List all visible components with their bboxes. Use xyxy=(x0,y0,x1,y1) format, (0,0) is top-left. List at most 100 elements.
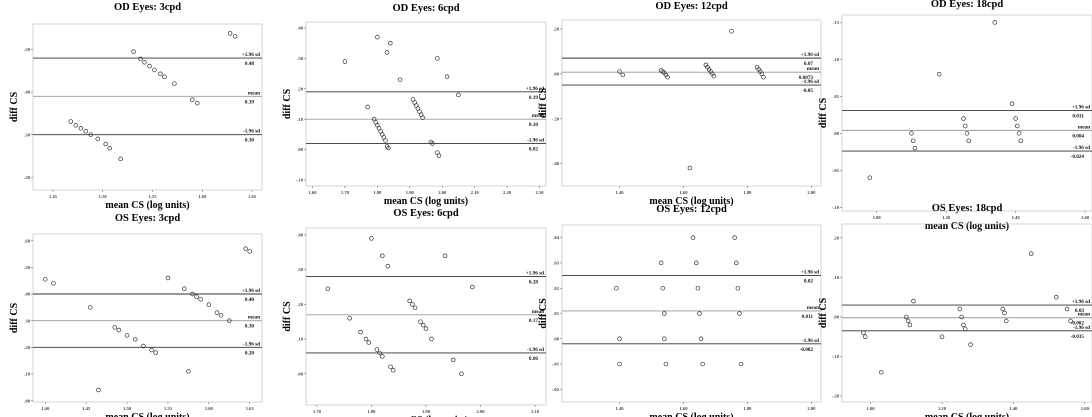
data-point xyxy=(1004,318,1009,324)
data-point xyxy=(694,260,699,266)
x-axis-label: mean CS (log units) xyxy=(384,196,468,207)
data-point xyxy=(959,314,964,320)
data-point xyxy=(232,34,238,39)
line-value-label: 0.39 xyxy=(245,99,254,105)
data-point xyxy=(862,334,868,339)
data-point xyxy=(182,286,187,291)
data-point xyxy=(363,336,369,342)
data-point xyxy=(992,20,998,25)
line-value-label: -0.002 xyxy=(800,347,814,353)
y-tick-label: .20 xyxy=(833,235,839,240)
line-label: mean xyxy=(248,315,260,321)
line-label: -1.96 sd xyxy=(1073,325,1090,331)
y-tick-label: -.10 xyxy=(832,205,840,210)
y-tick-label: .00 xyxy=(833,315,839,320)
data-point xyxy=(910,138,916,143)
data-point xyxy=(1054,294,1059,300)
data-point xyxy=(430,141,435,146)
plot-frame xyxy=(561,19,822,187)
data-point xyxy=(962,326,968,332)
y-axis-label: diff CS xyxy=(9,302,20,333)
data-point xyxy=(620,72,626,78)
line-label: -1.96 sd xyxy=(802,79,819,85)
line-value-label: 0.28 xyxy=(529,280,538,286)
data-point xyxy=(186,369,191,374)
y-tick-label: -.10 xyxy=(832,354,840,359)
data-point xyxy=(1064,306,1070,312)
data-point xyxy=(905,318,911,324)
x-tick-label: 1.80 xyxy=(743,406,752,411)
x-tick-label: 1.45 xyxy=(82,406,91,411)
data-point xyxy=(735,285,741,291)
y-tick-label: -.10 xyxy=(296,178,304,183)
x-tick-label: 1.20 xyxy=(938,406,947,411)
data-point xyxy=(1013,116,1018,121)
data-point xyxy=(436,153,442,158)
chart-panel: OD Eyes: 18cpd 1.00 1.20 1.40 1.60 -.10 -.05 .0… xyxy=(818,0,1092,232)
data-point xyxy=(96,387,101,393)
line-value-label: 0.17 xyxy=(529,318,538,324)
line-label: -1.96 sd xyxy=(243,341,260,347)
line-label: mean xyxy=(248,90,260,96)
data-point xyxy=(149,347,154,353)
data-point xyxy=(380,253,385,259)
data-point xyxy=(734,260,739,266)
line-label: mean xyxy=(807,305,819,311)
data-point xyxy=(385,263,391,269)
data-point xyxy=(867,175,873,180)
line-value-label: 0.40 xyxy=(245,297,254,303)
y-tick-label: .10 xyxy=(833,57,839,62)
y-axis-label: diff CS xyxy=(282,301,293,332)
y-tick-label: .40 xyxy=(297,26,303,31)
y-tick-label: .00 xyxy=(833,131,839,136)
data-point xyxy=(912,145,918,151)
data-point xyxy=(375,34,380,40)
line-value-label: -0.002 xyxy=(1071,321,1085,327)
data-point xyxy=(165,275,171,281)
data-point xyxy=(861,330,866,336)
x-tick-label: 1.60 xyxy=(1081,215,1090,220)
line-label: +1.96 sd xyxy=(526,271,544,277)
data-point xyxy=(761,74,766,80)
y-tick-label: .40 xyxy=(24,90,30,95)
y-tick-label: .00 xyxy=(297,371,303,376)
data-point xyxy=(118,156,123,162)
y-tick-label: .02 xyxy=(553,286,559,291)
line-value-label: 0.0073 xyxy=(799,75,814,81)
data-point xyxy=(43,277,48,282)
y-tick-label: .20 xyxy=(553,27,559,32)
data-point xyxy=(162,74,167,80)
y-axis-label: diff CS xyxy=(282,88,293,119)
data-point xyxy=(617,336,622,342)
data-point xyxy=(124,333,130,338)
data-point xyxy=(939,334,945,339)
data-point xyxy=(1002,310,1007,316)
chart-title: OD Eyes: 12cpd xyxy=(655,1,727,12)
data-point xyxy=(243,246,248,251)
data-point xyxy=(658,260,664,266)
x-axis-label: mean CS (log units) xyxy=(925,412,1009,417)
x-tick-label: 2.00 xyxy=(438,190,447,195)
line-label: -1.96 sd xyxy=(527,347,544,353)
y-tick-label: .10 xyxy=(24,372,30,377)
x-axis-label: mean CS (log units) xyxy=(105,200,189,211)
x-tick-label: 1.50 xyxy=(123,406,132,411)
chart-panel: OS Eyes: 12cpd 1.40 1.60 1.80 2.00 -.02 -.01 .0… xyxy=(538,204,822,417)
data-point xyxy=(95,136,100,142)
y-tick-label: .50 xyxy=(24,265,30,270)
y-tick-label: -.40 xyxy=(552,161,560,166)
data-point xyxy=(68,119,74,124)
x-tick-label: 1.40 xyxy=(616,190,625,195)
line-value-label: -0.05 xyxy=(802,88,813,94)
chart-title: OS Eyes: 12cpd xyxy=(656,204,727,215)
data-point xyxy=(1000,306,1005,312)
data-point xyxy=(112,325,118,330)
data-point xyxy=(374,347,380,352)
data-point xyxy=(662,336,667,342)
y-tick-label: .30 xyxy=(24,132,30,137)
y-tick-label: -.02 xyxy=(552,387,560,392)
data-point xyxy=(737,311,742,316)
x-tick-label: 1.70 xyxy=(341,190,350,195)
x-tick-label: 1.55 xyxy=(164,406,173,411)
data-point xyxy=(365,104,370,110)
